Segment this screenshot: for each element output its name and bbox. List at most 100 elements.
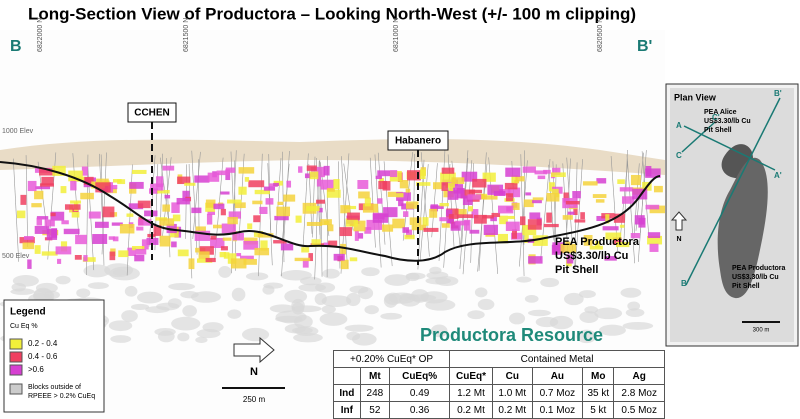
grade-block: [128, 203, 144, 210]
grade-block: [34, 245, 41, 254]
grade-block: [247, 223, 253, 230]
elevation: 1000 Elev: [2, 128, 34, 135]
grade-block: [50, 211, 65, 221]
section-end: B: [681, 279, 687, 288]
grade-block: [327, 224, 334, 232]
grade-block: [316, 199, 326, 204]
grade-block: [64, 204, 81, 210]
outside-block: [467, 310, 485, 320]
drillhole-label: Habanero: [395, 136, 441, 147]
grade-block: [277, 201, 284, 205]
outside-block: [262, 285, 275, 295]
drill-trace: [275, 158, 282, 238]
grade-block: [230, 258, 247, 269]
grade-block: [471, 209, 479, 219]
grade-block: [227, 199, 242, 204]
grade-block: [333, 253, 345, 261]
plan-label: PEA Productora: [732, 265, 786, 272]
grade-block: [36, 217, 43, 226]
outside-block: [528, 309, 551, 317]
northing: 6820500 N: [597, 18, 604, 52]
table-cell: 0.2 Mt: [449, 401, 493, 419]
grade-block: [39, 168, 55, 176]
grade-block: [159, 235, 171, 247]
grade-block: [162, 204, 170, 212]
grade-block: [449, 184, 464, 194]
grade-block: [194, 230, 211, 241]
grade-block: [141, 239, 149, 250]
grade-block: [441, 167, 455, 174]
grade-block: [216, 170, 229, 176]
grade-block: [441, 182, 448, 191]
grade-block: [552, 242, 565, 254]
grade-block: [182, 190, 190, 202]
grade-block: [340, 205, 351, 214]
grade-block: [298, 166, 303, 173]
table-cell: 1.0 Mt: [491, 384, 533, 402]
grade-block: [323, 242, 330, 247]
grade-block: [645, 165, 652, 177]
drill-trace: [520, 154, 525, 276]
grade-block: [19, 237, 35, 244]
grade-block: [349, 257, 358, 262]
outside-block: [625, 308, 645, 317]
outside-block: [195, 336, 208, 343]
legend-item: RPEEE > 0.2% CuEq: [28, 393, 95, 400]
grade-block: [111, 222, 123, 226]
outside-block: [87, 282, 109, 290]
outside-block: [322, 268, 340, 279]
grade-block: [366, 219, 383, 230]
grade-block: [316, 177, 321, 187]
grade-block: [621, 196, 635, 204]
grade-block: [534, 170, 548, 175]
grade-block: [155, 176, 164, 188]
grade-block: [144, 210, 158, 217]
outside-block: [430, 324, 448, 338]
grade-block: [507, 215, 515, 219]
grade-block: [392, 218, 405, 229]
plan-north: N: [676, 236, 681, 243]
grade-block: [532, 200, 542, 204]
topography: [0, 139, 665, 175]
grade-block: [108, 236, 115, 240]
grade-block: [377, 198, 383, 204]
grade-block: [263, 186, 276, 191]
grade-block: [574, 219, 586, 223]
group-header: Contained Metal: [449, 350, 665, 368]
grade-block: [210, 237, 225, 248]
grade-block: [239, 255, 254, 260]
grade-block: [595, 241, 600, 248]
grade-block: [83, 176, 94, 185]
grade-block: [448, 186, 453, 192]
grade-block: [573, 205, 578, 216]
drill-trace: [25, 155, 28, 248]
grade-block: [527, 219, 542, 230]
grade-block: [382, 224, 394, 232]
elevation: 500 Elev: [2, 253, 30, 260]
legend-item: 0.2 - 0.4: [28, 339, 58, 348]
outside-block: [177, 332, 190, 342]
grade-block: [232, 232, 244, 241]
grade-block: [306, 165, 317, 171]
grade-block: [207, 172, 220, 182]
grade-block: [80, 192, 94, 200]
grade-block: [448, 214, 454, 224]
row-header: Ind: [333, 384, 361, 402]
outside-block: [108, 320, 133, 332]
outside-block: [145, 306, 170, 314]
grade-block: [228, 211, 242, 219]
grade-block: [177, 249, 189, 257]
label-box: [127, 102, 177, 123]
grade-block: [194, 175, 210, 183]
grade-block: [323, 165, 330, 176]
grade-block: [164, 194, 171, 199]
column-header: Mo: [582, 367, 615, 385]
grade-block: [92, 234, 108, 244]
pit-shell-label: PEA Productora: [555, 236, 640, 248]
grade-block: [31, 203, 42, 208]
outside-block: [130, 303, 150, 311]
grade-block: [286, 180, 292, 188]
grade-block: [565, 241, 571, 245]
grade-block: [504, 182, 518, 190]
